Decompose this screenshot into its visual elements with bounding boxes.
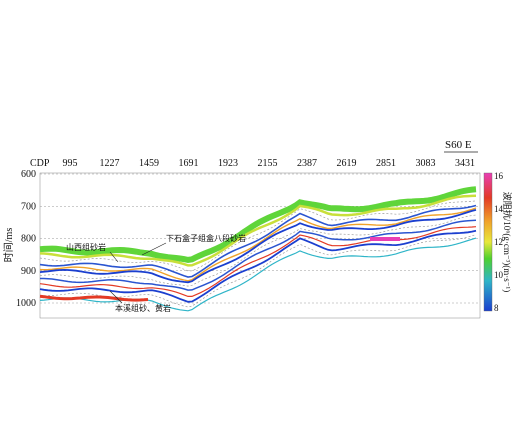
colorbar-title: 波阻抗/10⁶(g·cm⁻³)(m·s⁻¹) — [502, 192, 513, 293]
cdp-tick-2619: 2619 — [337, 158, 357, 169]
cdp-tick-2155: 2155 — [258, 158, 278, 169]
impedance-horizon — [39, 186, 477, 263]
cdp-tick-2851: 2851 — [376, 158, 396, 169]
impedance-horizon — [39, 229, 477, 303]
colorbar-tick-labels: 16 14 12 10 8 — [494, 171, 504, 313]
cdp-tick-1691: 1691 — [179, 158, 199, 169]
time-tick-1000: 1000 — [16, 298, 36, 309]
cdp-tick-1923: 1923 — [218, 158, 238, 169]
colorbar-tick-8: 8 — [494, 303, 499, 313]
impedance-lens — [39, 294, 149, 302]
time-tick-800: 800 — [21, 234, 36, 245]
impedance-horizon — [39, 207, 477, 282]
impedance-horizon — [40, 219, 477, 291]
annotation-upper-sand: 下石盒子组盒八段砂岩 — [166, 233, 246, 243]
impedance-horizon — [39, 204, 477, 278]
time-tick-labels: 600 700 800 900 1000 — [16, 169, 36, 309]
colorbar-tick-10: 10 — [494, 270, 504, 280]
time-tick-700: 700 — [21, 201, 36, 212]
cdp-tick-995: 995 — [63, 158, 78, 169]
time-axis-title: 时间/ms — [2, 228, 15, 263]
impedance-horizon — [39, 214, 477, 287]
colorbar-tick-12: 12 — [494, 237, 503, 247]
impedance-horizon — [39, 237, 477, 312]
cdp-tick-1459: 1459 — [139, 158, 159, 169]
cdp-tick-2387: 2387 — [297, 158, 317, 169]
cdp-tick-1227: 1227 — [100, 158, 120, 169]
annotation-benxi-sand-leader — [109, 290, 123, 304]
colorbar-tick-14: 14 — [494, 204, 504, 214]
cdp-tick-labels: 995 1227 1459 1691 1923 2155 2387 2619 2851 3083 3… — [63, 158, 476, 169]
impedance-horizons — [39, 186, 477, 312]
colorbar — [483, 172, 493, 312]
cdp-label: CDP — [30, 158, 50, 169]
impedance-horizon — [39, 226, 477, 297]
time-tick-600: 600 — [21, 169, 36, 180]
impedance-lens — [370, 237, 400, 241]
impedance-horizon — [39, 209, 477, 284]
colorbar-tick-16: 16 — [494, 171, 504, 181]
annotation-shanxi-sand-leader — [109, 251, 119, 263]
impedance-horizon — [39, 200, 477, 272]
section-frame — [39, 172, 481, 319]
annotation-shanxi-sand: 山西组砂岩 — [66, 242, 106, 252]
time-tick-900: 900 — [21, 266, 36, 277]
cdp-tick-3083: 3083 — [416, 158, 436, 169]
direction-label: S60 E — [445, 139, 472, 151]
annotation-upper-sand-leader — [141, 242, 167, 256]
cdp-tick-3431: 3431 — [455, 158, 475, 169]
annotation-benxi-sand: 本溪组砂、黄岩 — [115, 303, 171, 313]
